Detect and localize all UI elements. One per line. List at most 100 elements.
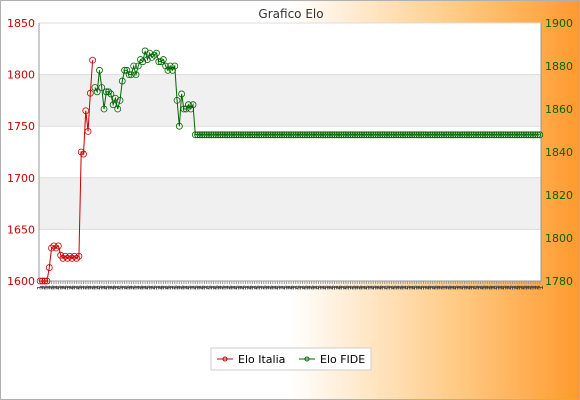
x-tick-label: 2 (168, 285, 177, 290)
x-tick-label: 1 (200, 285, 209, 290)
x-tick-label: 2 (121, 285, 130, 290)
elo-fide-point (100, 105, 108, 113)
elo-fide-point (292, 131, 300, 139)
y-right-tick-label: 1860 (545, 103, 573, 116)
x-tick-label: 2 (251, 285, 260, 290)
elo-fide-point (312, 131, 320, 139)
x-tick-label: 1 (255, 285, 264, 290)
x-tick-label: 1 (105, 285, 114, 290)
x-tick-label: 1 (228, 285, 237, 290)
x-tick-label: 3 (191, 285, 200, 290)
x-tick-label: 2 (175, 285, 184, 290)
elo-fide-point (447, 131, 455, 139)
elo-italia-point (48, 244, 55, 252)
elo-fide-point (221, 131, 229, 139)
x-tick-label: 1 (296, 285, 305, 290)
elo-fide-point (326, 131, 334, 139)
x-tick-label: 1 (146, 285, 155, 290)
elo-fide-point (509, 131, 516, 139)
x-tick-label: 3 (41, 285, 50, 290)
x-tick-label: 1 (139, 285, 148, 290)
elo-fide-point (433, 131, 441, 139)
x-tick-label: 2 (360, 285, 369, 290)
elo-fide-point (296, 131, 304, 139)
x-tick-label: 3 (369, 285, 378, 290)
elo-fide-point (255, 131, 263, 139)
elo-fide-point (463, 131, 471, 139)
elo-fide-point (465, 131, 473, 139)
x-tick-label: 3 (75, 285, 84, 290)
x-tick-label: 2 (86, 285, 95, 290)
x-tick-label: 2 (223, 285, 232, 290)
elo-italia-point (89, 56, 97, 64)
x-tick-label: 2 (196, 285, 205, 290)
x-tick-label: 2 (346, 285, 355, 290)
y-left-tick-label: 1650 (7, 223, 35, 236)
x-tick-label: 3 (280, 285, 289, 290)
elo-fide-point (390, 131, 398, 139)
x-tick-label: 3 (534, 285, 543, 290)
elo-fide-point (490, 131, 498, 139)
x-tick-label: 1 (118, 285, 127, 290)
x-tick-label: 1 (440, 285, 449, 290)
x-tick-label: 2 (353, 285, 362, 290)
elo-fide-point (331, 131, 338, 139)
elo-fide-point (365, 131, 373, 139)
x-tick-label: 3 (48, 285, 57, 290)
x-tick-label: 3 (123, 285, 132, 290)
x-tick-label: 1 (508, 285, 517, 290)
elo-fide-point (305, 131, 313, 139)
elo-fide-point (166, 62, 174, 70)
elo-fide-point (205, 131, 213, 139)
x-tick-label: 3 (294, 285, 303, 290)
x-tick-label: 1 (419, 285, 428, 290)
legend-label-fide: Elo FIDE (320, 353, 365, 366)
x-tick-label: 2 (477, 285, 486, 290)
elo-fide-point (497, 131, 505, 139)
x-tick-label: 3 (89, 285, 98, 290)
elo-fide-point (349, 131, 357, 139)
x-tick-label: 2 (45, 285, 54, 290)
x-tick-label: 2 (141, 285, 150, 290)
x-tick-label: 2 (435, 285, 444, 290)
elo-fide-point (481, 131, 489, 139)
x-tick-label: 1 (426, 285, 435, 290)
elo-fide-point (276, 131, 284, 139)
elo-fide-point (285, 131, 293, 139)
elo-fide-point (374, 131, 382, 139)
elo-fide-point (385, 131, 393, 139)
elo-fide-point (210, 131, 217, 139)
x-tick-label: 1 (303, 285, 312, 290)
elo-fide-point (404, 131, 411, 139)
elo-fide-point (513, 131, 521, 139)
x-tick-label: 1 (242, 285, 251, 290)
elo-fide-point (132, 71, 140, 78)
x-tick-label: 2 (162, 285, 171, 290)
x-tick-label: 2 (333, 285, 342, 290)
elo-fide-point (415, 131, 423, 139)
x-tick-label: 1 (344, 285, 353, 290)
elo-fide-point (244, 131, 252, 139)
x-tick-label: 1 (187, 285, 196, 290)
elo-fide-point (203, 131, 211, 139)
elo-fide-point (502, 131, 510, 139)
legend-box (210, 347, 372, 371)
x-tick-label: 1 (276, 285, 285, 290)
x-tick-label: 2 (100, 285, 109, 290)
x-tick-label: 1 (502, 285, 511, 290)
elo-fide-point (410, 131, 418, 139)
x-tick-label: 1 (159, 285, 168, 290)
y-axis-left: 1600 1650 1700 1750 1800 1850 (7, 17, 35, 288)
elo-fide-point (520, 131, 528, 139)
elo-fide-point (317, 131, 325, 139)
elo-fide-point (178, 90, 186, 98)
elo-fide-point (155, 58, 163, 66)
x-tick-label: 2 (305, 285, 314, 290)
x-tick-label: 3 (404, 285, 413, 290)
x-tick-label: 3 (410, 285, 419, 290)
x-tick-label: 3 (527, 285, 536, 290)
x-tick-label: 3 (301, 285, 310, 290)
x-tick-label: 1 (153, 285, 162, 290)
legend-label-italia: Elo Italia (238, 353, 285, 366)
